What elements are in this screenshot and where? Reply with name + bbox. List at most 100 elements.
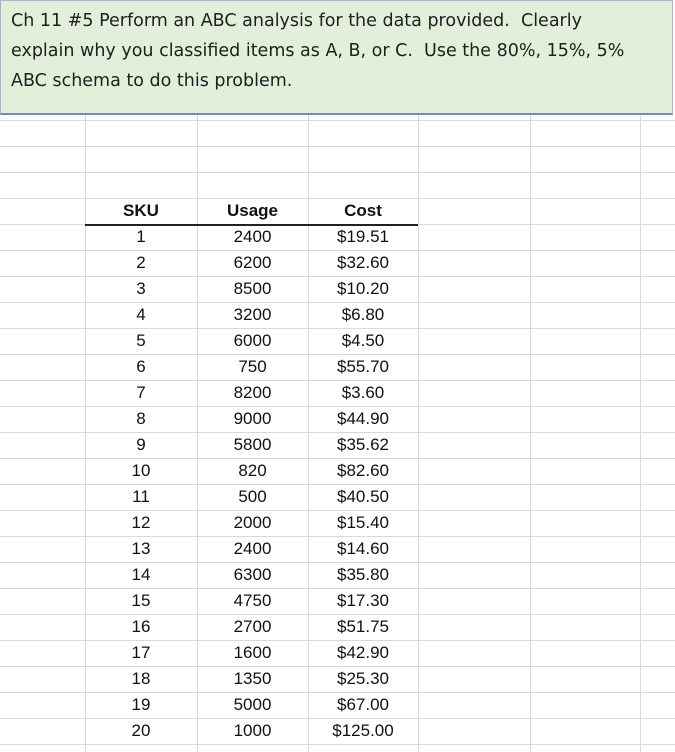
table-cell: 5800 [233,435,272,454]
header-underline [85,224,418,226]
table-cell: $55.70 [337,357,389,376]
table-cell: $17.30 [337,591,389,610]
table-cell: $125.00 [332,721,394,740]
table-cell: 2400 [233,227,272,246]
table-cell: 18 [131,669,151,688]
table-cell: $51.75 [337,617,389,636]
table-cell: $35.62 [337,435,389,454]
grid-line [0,718,675,719]
prompt-line: Ch 11 #5 Perform an ABC analysis for the… [11,11,582,31]
table-cell: 15 [131,591,151,610]
table-cell: 1 [136,227,146,246]
grid-line [0,302,675,303]
grid-line [418,115,419,752]
table-cell: $3.60 [341,383,385,402]
table-cell: 17 [131,643,151,662]
table-cell: 20 [131,721,151,740]
grid-line [0,666,675,667]
table-cell: $40.50 [337,487,389,506]
table-cell: 3 [136,279,146,298]
column-header: Usage [226,201,279,220]
table-cell: 2 [136,253,146,272]
grid-line [0,484,675,485]
grid-line [85,115,86,752]
table-cell: $67.00 [337,695,389,714]
grid-line [0,640,675,641]
table-cell: 2400 [233,539,272,558]
table-cell: $15.40 [337,513,389,532]
table-cell: $14.60 [337,539,389,558]
grid-line [0,588,675,589]
prompt-line: ABC schema to do this problem. [11,71,293,91]
column-header: SKU [123,201,159,220]
table-cell: 3200 [233,305,272,324]
table-cell: 19 [131,695,151,714]
table-cell: 4750 [233,591,272,610]
table-cell: 9000 [233,409,272,428]
table-cell: $19.51 [337,227,389,246]
table-cell: 2000 [233,513,272,532]
table-cell: 8200 [233,383,272,402]
grid-line [308,115,309,752]
grid-line [0,744,675,745]
table-cell: 1000 [233,721,272,740]
prompt-line: explain why you classified items as A, B… [11,41,625,61]
grid-line [0,198,675,199]
table-cell: 8500 [233,279,272,298]
table-cell: 820 [238,461,267,480]
grid-line [0,120,675,121]
table-cell: 16 [131,617,151,636]
table-cell: $35.80 [337,565,389,584]
table-cell: $42.90 [337,643,389,662]
prompt-box: Ch 11 #5 Perform an ABC analysis for the… [0,0,673,115]
grid-line [0,458,675,459]
table-cell: $44.90 [337,409,389,428]
table-cell: $32.60 [337,253,389,272]
grid-line [0,172,675,173]
table-cell: 6 [136,357,146,376]
table-cell: 4 [136,305,146,324]
table-cell: 6000 [233,331,272,350]
grid-line [0,562,675,563]
table-cell: $25.30 [337,669,389,688]
table-cell: 1600 [233,643,272,662]
table-cell: $82.60 [337,461,389,480]
grid-line [197,115,198,752]
table-cell: 14 [131,565,151,584]
table-cell: 6300 [233,565,272,584]
grid-line [0,380,675,381]
table-cell: $4.50 [341,331,385,350]
grid-line [0,276,675,277]
grid-line [0,328,675,329]
table-cell: 8 [136,409,146,428]
table-cell: 500 [238,487,267,506]
grid-line [0,536,675,537]
grid-line [0,354,675,355]
column-header: Cost [344,201,382,220]
table-cell: 13 [131,539,151,558]
table-cell: 10 [131,461,151,480]
table-cell: 11 [132,487,150,506]
table-cell: 1350 [233,669,272,688]
grid-line [0,250,675,251]
table-cell: 7 [136,383,146,402]
grid-line [0,614,675,615]
grid-line [530,115,531,752]
table-cell: $6.80 [341,305,385,324]
table-cell: 6200 [233,253,272,272]
grid-line [0,406,675,407]
grid-line [0,510,675,511]
table-cell: 12 [131,513,151,532]
table-cell: 5 [136,331,146,350]
table-cell: 9 [136,435,146,454]
table-cell: 750 [238,357,267,376]
table-cell: $10.20 [337,279,389,298]
table-cell: 5000 [233,695,272,714]
grid-line [0,432,675,433]
grid-line [640,115,641,752]
grid-line [0,146,675,147]
table-cell: 2700 [233,617,272,636]
grid-line [0,692,675,693]
